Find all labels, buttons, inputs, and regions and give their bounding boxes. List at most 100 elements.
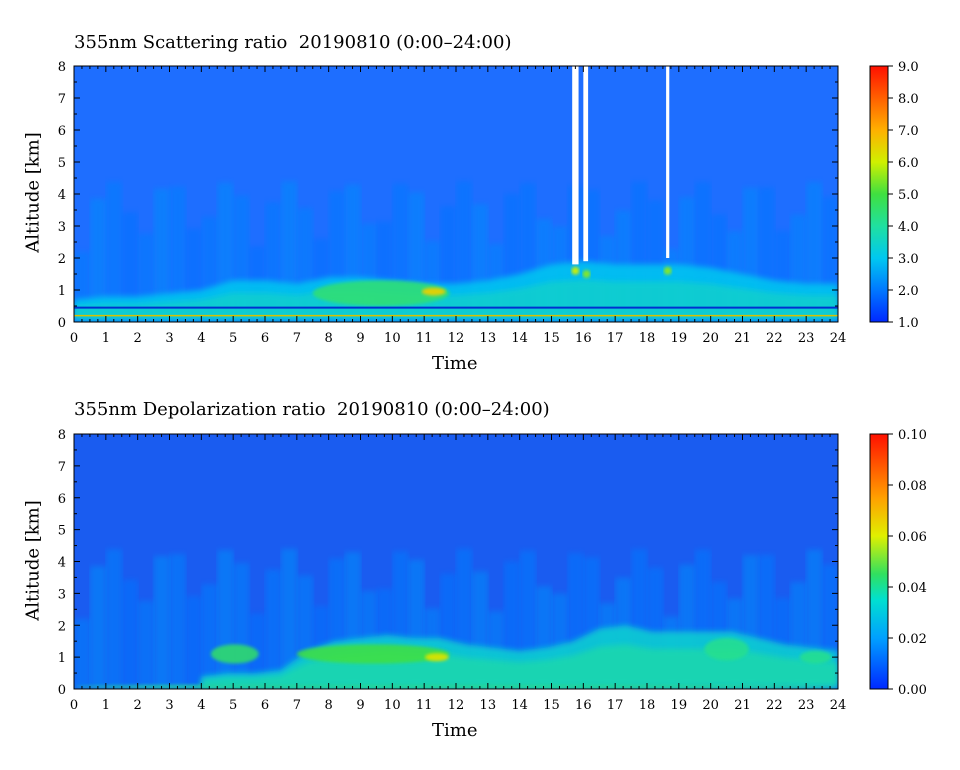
chart-title-scattering: 355nm Scattering ratio 20190810 (0:00–24… [74,32,512,53]
x-tick-label: 11 [416,331,433,346]
y-tick-label: 6 [58,492,66,507]
y-tick-label: 1 [58,284,66,299]
colorbar-tick-label: 3.0 [898,252,919,267]
x-tick-label: 20 [702,331,719,346]
x-tick-label: 2 [134,698,142,713]
peak [421,287,446,296]
x-tick-label: 4 [197,331,205,346]
x-tick-label: 7 [293,331,301,346]
cloud-gap [666,66,670,258]
x-tick-label: 19 [671,698,688,713]
colorbar-tick-label: 0.10 [898,428,927,443]
y-tick-label: 6 [58,124,66,139]
x-tick-label: 17 [607,331,624,346]
x-tick-label: 23 [798,331,815,346]
colorbar-tick-label: 8.0 [898,92,919,107]
y-tick-label: 7 [58,460,66,475]
heatmap-cell [169,553,186,689]
enhanced-layer [296,644,450,664]
y-tick-label: 2 [58,619,66,634]
peak [424,653,449,662]
x-tick-label: 18 [639,698,656,713]
heatmap-panel-scattering: 0 1 2 3 4 5 6 7 8 9 10 11 12 13 14 15 16 17 18 19 20 21 22 23 24… [58,60,919,346]
colorbar-tick-label: 5.0 [898,188,919,203]
colorbar-tick-label: 0.00 [898,683,927,698]
x-tick-label: 8 [325,698,333,713]
x-tick-label: 19 [671,331,688,346]
x-tick-label: 5 [229,698,237,713]
enhanced-layer [312,280,450,307]
y-tick-label: 4 [58,188,66,203]
x-tick-label: 15 [543,331,560,346]
heatmap-cell [89,566,107,689]
x-tick-label: 16 [575,698,592,713]
heatmap-cell [137,600,155,689]
x-tick-label: 24 [830,331,847,346]
x-tick-label: 2 [134,331,142,346]
x-tick-label: 18 [639,331,656,346]
cloud-base [582,270,591,278]
heatmap-cell [74,618,91,689]
x-tick-label: 3 [165,698,173,713]
colorbar-tick-label: 0.08 [898,479,927,494]
heatmap-cell [153,556,170,689]
heatmap-cell [105,549,123,689]
x-tick-label: 9 [356,331,364,346]
x-tick-label: 7 [293,698,301,713]
y-tick-label: 3 [58,587,66,602]
plot-area [74,434,838,689]
y-tick-label: 5 [58,156,66,171]
cloud-gap [572,66,579,265]
heatmap-cell [217,550,234,689]
colorbar-tick-label: 4.0 [898,220,919,235]
colorbar-tick-label: 2.0 [898,284,919,299]
cloud-base [571,266,580,275]
y-tick-label: 3 [58,220,66,235]
x-tick-label: 0 [70,331,78,346]
x-tick-label: 1 [102,331,110,346]
y-tick-label: 0 [58,316,66,331]
x-axis-label-depolarization: Time [432,720,478,741]
y-tick-label: 0 [58,683,66,698]
colorbar-tick-label: 0.02 [898,632,927,647]
y-tick-label: 4 [58,556,66,571]
heatmap-cell [121,579,139,689]
x-tick-label: 16 [575,331,592,346]
x-tick-label: 21 [734,698,751,713]
aerosol-layer-core [74,279,838,319]
colorbar-tick-label: 9.0 [898,60,919,75]
x-tick-label: 4 [197,698,205,713]
x-tick-label: 10 [384,331,401,346]
colorbar-tick-label: 0.04 [898,581,927,596]
x-tick-label: 20 [702,698,719,713]
heatmap-cell [105,181,123,322]
x-tick-label: 1 [102,698,110,713]
cloud-gap [583,66,589,262]
colorbar-tick-label: 1.0 [898,316,919,331]
x-tick-label: 13 [480,698,497,713]
colorbar-tick-label: 7.0 [898,124,919,139]
heatmap-cell [153,188,170,322]
x-axis-label-scattering: Time [432,353,478,374]
heatmap-cell [185,595,202,689]
heatmap-cell [169,186,186,322]
enhanced-layer [799,650,832,664]
heatmap-cell [89,198,107,322]
y-tick-label: 2 [58,252,66,267]
plot-area [74,66,838,322]
x-tick-label: 5 [229,331,237,346]
x-tick-label: 6 [261,331,269,346]
y-tick-label: 8 [58,60,66,75]
colorbar [869,65,889,323]
x-tick-label: 22 [766,698,783,713]
colorbar-tick-label: 0.06 [898,530,927,545]
x-tick-label: 14 [511,698,528,713]
x-tick-label: 11 [416,698,433,713]
chart-title-depolarization: 355nm Depolarization ratio 20190810 (0:0… [74,399,550,420]
heatmap-cell [280,548,298,689]
y-tick-label: 7 [58,92,66,107]
heatmap-cell [201,584,218,689]
x-tick-label: 21 [734,331,751,346]
x-tick-label: 15 [543,698,560,713]
